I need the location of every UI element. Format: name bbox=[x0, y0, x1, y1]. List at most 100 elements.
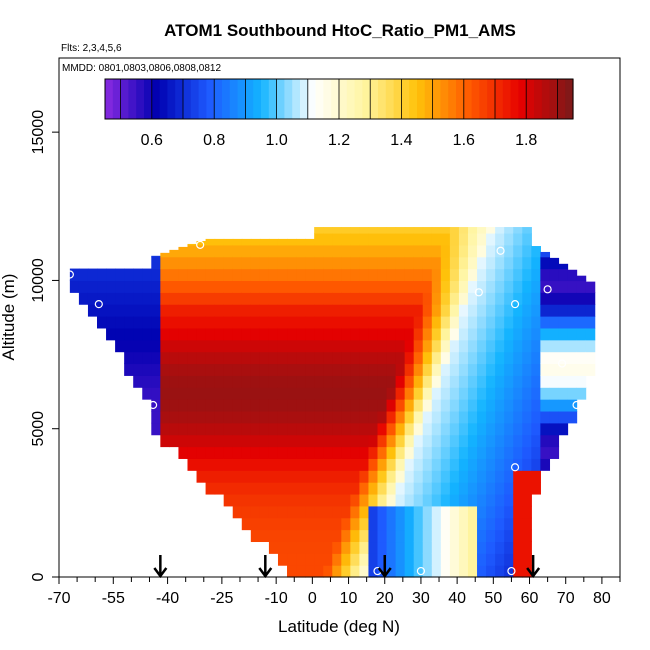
heatmap-cell bbox=[160, 410, 170, 424]
heatmap-cell bbox=[296, 505, 306, 519]
heatmap-cell bbox=[350, 399, 361, 412]
heatmap-cell bbox=[386, 375, 397, 388]
x-tick-label: -10 bbox=[265, 590, 288, 607]
heatmap-cell bbox=[277, 339, 288, 353]
heatmap-cell bbox=[413, 244, 424, 258]
heatmap-cell bbox=[151, 304, 161, 317]
heatmap-cell bbox=[268, 268, 279, 282]
heatmap-cell bbox=[486, 304, 496, 317]
heatmap-cell bbox=[350, 327, 361, 341]
heatmap-cell bbox=[413, 470, 424, 483]
heatmap-cell bbox=[223, 292, 234, 305]
heatmap-cell bbox=[296, 517, 306, 531]
heatmap-cell bbox=[250, 505, 261, 519]
heatmap-cell bbox=[232, 244, 243, 258]
heatmap-cell bbox=[467, 434, 478, 448]
colorbar-tick-label: 1.4 bbox=[390, 132, 412, 149]
heatmap-cell bbox=[404, 458, 415, 471]
heatmap-cell bbox=[250, 238, 261, 246]
heatmap-cell bbox=[250, 244, 261, 258]
heatmap-cell bbox=[522, 351, 532, 365]
heatmap-cell bbox=[341, 375, 351, 388]
colorbar-cell bbox=[401, 79, 410, 119]
heatmap-cell bbox=[214, 316, 225, 329]
heatmap-cell bbox=[305, 446, 315, 459]
heatmap-cell bbox=[341, 227, 351, 234]
colorbar-cell bbox=[323, 79, 332, 119]
y-tick-label: 10000 bbox=[30, 258, 47, 303]
heatmap-cell bbox=[296, 351, 306, 365]
heatmap-cell bbox=[332, 244, 342, 258]
heatmap-cell bbox=[549, 327, 560, 341]
heatmap-cell bbox=[440, 363, 451, 376]
heatmap-cell bbox=[350, 470, 361, 483]
heatmap-cell bbox=[223, 327, 234, 341]
heatmap-cell bbox=[422, 446, 433, 459]
heatmap-cell bbox=[187, 399, 198, 412]
heatmap-cell bbox=[296, 399, 306, 412]
heatmap-cell bbox=[214, 280, 225, 293]
heatmap-cell bbox=[268, 529, 279, 543]
colorbar-cell bbox=[495, 79, 504, 119]
heatmap-cell bbox=[187, 339, 198, 353]
heatmap-cell bbox=[106, 268, 116, 282]
heatmap-cell bbox=[549, 446, 560, 459]
heatmap-cell bbox=[259, 387, 270, 400]
heatmap-cell bbox=[160, 399, 170, 412]
heatmap-cell bbox=[368, 517, 379, 531]
colorbar-tick-label: 1.2 bbox=[328, 132, 350, 149]
heatmap-cell bbox=[377, 268, 388, 282]
heatmap-cell bbox=[232, 363, 243, 376]
heatmap-cell bbox=[368, 268, 379, 282]
heatmap-cell bbox=[268, 422, 279, 436]
heatmap-cell bbox=[495, 458, 505, 471]
heatmap-cell bbox=[359, 446, 370, 459]
heatmap-cell bbox=[404, 565, 415, 578]
plot-frame bbox=[58, 57, 621, 578]
heatmap-cell bbox=[404, 244, 415, 258]
heatmap-cell bbox=[187, 446, 198, 459]
heatmap-cell bbox=[205, 268, 216, 282]
x-axis-label: Latitude (deg N) bbox=[278, 617, 400, 636]
heatmap-cell bbox=[133, 316, 143, 329]
heatmap-cell bbox=[323, 387, 333, 400]
heatmap-cell bbox=[277, 422, 288, 436]
heatmap-cell bbox=[431, 316, 442, 329]
heatmap-cell bbox=[169, 280, 180, 293]
heatmap-cell bbox=[332, 363, 342, 376]
heatmap-cell bbox=[431, 375, 442, 388]
heatmap-cell bbox=[368, 505, 379, 519]
heatmap-cell bbox=[477, 227, 487, 234]
heatmap-cell bbox=[422, 541, 433, 554]
heatmap-cell bbox=[223, 268, 234, 282]
heatmap-cell bbox=[440, 292, 451, 305]
heatmap-cell bbox=[558, 316, 569, 329]
heatmap-cell bbox=[87, 268, 98, 282]
heatmap-cell bbox=[404, 387, 415, 400]
heatmap-cell bbox=[178, 339, 189, 353]
heatmap-cell bbox=[350, 316, 361, 329]
heatmap-cell bbox=[305, 363, 315, 376]
heatmap-cell bbox=[413, 505, 424, 519]
heatmap-cell bbox=[467, 482, 478, 495]
heatmap-cell bbox=[431, 541, 442, 554]
heatmap-cell bbox=[377, 363, 388, 376]
heatmap-cell bbox=[440, 493, 451, 507]
heatmap-cell bbox=[495, 304, 505, 317]
heatmap-cell bbox=[540, 399, 551, 412]
heatmap-cell bbox=[458, 387, 469, 400]
heatmap-cell bbox=[413, 280, 424, 293]
colorbar-cell bbox=[417, 79, 426, 119]
heatmap-cell bbox=[314, 387, 324, 400]
heatmap-cell bbox=[287, 363, 297, 376]
heatmap-cell bbox=[477, 304, 487, 317]
heatmap-cell bbox=[477, 244, 487, 258]
heatmap-cell bbox=[124, 363, 134, 376]
heatmap-cell bbox=[296, 238, 306, 246]
heatmap-cell bbox=[422, 505, 433, 519]
heatmap-cell bbox=[467, 458, 478, 471]
heatmap-cell bbox=[368, 327, 379, 341]
heatmap-cell bbox=[404, 363, 415, 376]
heatmap-cell bbox=[106, 304, 116, 317]
